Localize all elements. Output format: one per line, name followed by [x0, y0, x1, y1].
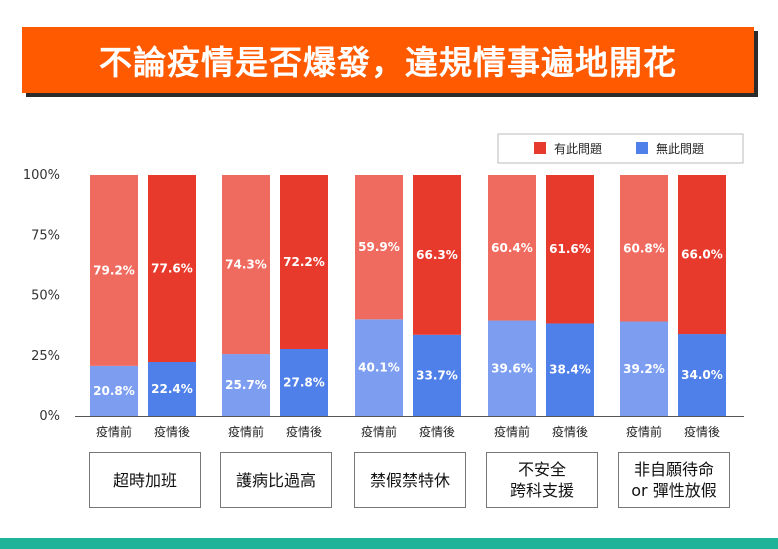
x-tick-label: 疫情前	[494, 424, 530, 439]
data-label-has-problem: 79.2%	[93, 263, 135, 277]
bottom-accent-bar	[0, 538, 778, 549]
bar-segment-no-problem	[355, 319, 403, 416]
legend-swatch	[534, 142, 546, 154]
bar-segment-has-problem	[678, 175, 726, 335]
data-label-no-problem: 25.7%	[225, 378, 267, 392]
bar-segment-no-problem	[413, 334, 461, 416]
data-label-no-problem: 38.4%	[549, 363, 591, 377]
data-label-no-problem: 27.8%	[283, 376, 325, 390]
y-tick-label: 50%	[31, 289, 60, 304]
bar-segment-has-problem	[222, 175, 270, 355]
bar-segment-no-problem	[90, 365, 138, 416]
group-label-box: 非自願待命 or 彈性放假	[618, 452, 730, 508]
bar-segment-has-problem	[148, 175, 196, 363]
group-label-box: 超時加班	[89, 452, 201, 508]
data-label-has-problem: 61.6%	[549, 242, 591, 256]
legend-swatch	[636, 142, 648, 154]
bar-segment-has-problem	[620, 175, 668, 322]
x-tick-label: 疫情後	[684, 424, 720, 439]
group-label-box: 禁假禁特休	[354, 452, 466, 508]
data-label-has-problem: 60.8%	[623, 241, 665, 255]
bar-segment-no-problem	[546, 323, 594, 416]
bar-segment-has-problem	[488, 175, 536, 321]
data-label-has-problem: 74.3%	[225, 258, 267, 272]
x-tick-label: 疫情前	[96, 424, 132, 439]
y-tick-label: 25%	[31, 349, 60, 364]
x-tick-label: 疫情前	[361, 424, 397, 439]
x-tick-label: 疫情後	[552, 424, 588, 439]
y-tick-label: 75%	[31, 228, 60, 243]
bar-segment-no-problem	[280, 349, 328, 416]
chart-title: 不論疫情是否爆發，違規情事遍地開花	[22, 27, 754, 93]
legend-label: 無此問題	[656, 141, 704, 156]
bar-segment-has-problem	[90, 175, 138, 366]
y-tick-label: 0%	[39, 409, 60, 424]
data-label-has-problem: 66.3%	[416, 248, 458, 262]
bar-segment-has-problem	[355, 175, 403, 320]
data-label-no-problem: 39.2%	[623, 362, 665, 376]
bar-segment-no-problem	[148, 362, 196, 416]
bar-segment-no-problem	[678, 334, 726, 416]
bar-segment-no-problem	[222, 354, 270, 416]
x-tick-label: 疫情後	[154, 424, 190, 439]
data-label-has-problem: 66.0%	[681, 248, 723, 262]
y-tick-label: 100%	[23, 168, 60, 183]
data-label-no-problem: 39.6%	[491, 361, 533, 375]
data-label-has-problem: 72.2%	[283, 255, 325, 269]
bar-segment-has-problem	[546, 175, 594, 324]
x-tick-label: 疫情前	[228, 424, 264, 439]
x-tick-label: 疫情後	[419, 424, 455, 439]
group-label-box: 不安全 跨科支援	[486, 452, 598, 508]
bar-segment-has-problem	[280, 175, 328, 350]
x-tick-label: 疫情後	[286, 424, 322, 439]
bar-segment-no-problem	[620, 321, 668, 416]
data-label-has-problem: 59.9%	[358, 240, 400, 254]
x-tick-label: 疫情前	[626, 424, 662, 439]
data-label-no-problem: 22.4%	[151, 382, 193, 396]
data-label-no-problem: 40.1%	[358, 361, 400, 375]
bar-segment-no-problem	[488, 320, 536, 416]
data-label-no-problem: 34.0%	[681, 368, 723, 382]
data-label-has-problem: 77.6%	[151, 262, 193, 276]
bar-segment-has-problem	[413, 175, 461, 335]
legend-label: 有此問題	[554, 142, 602, 156]
data-label-no-problem: 20.8%	[93, 384, 135, 398]
data-label-no-problem: 33.7%	[416, 368, 458, 382]
data-label-has-problem: 60.4%	[491, 241, 533, 255]
group-label-box: 護病比過高	[220, 452, 332, 508]
